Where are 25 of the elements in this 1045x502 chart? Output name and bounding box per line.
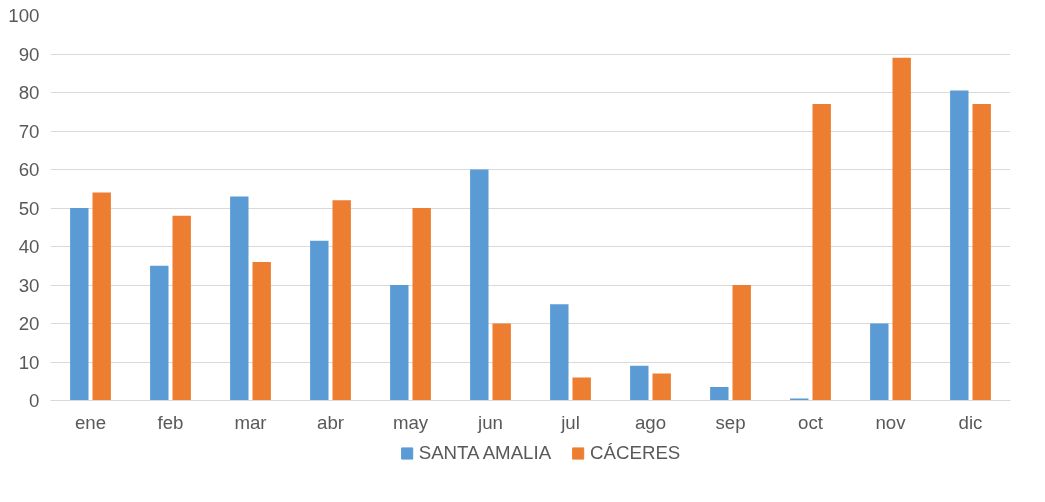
x-tick-label: ene <box>74 411 107 433</box>
x-tick-label: may <box>392 411 429 433</box>
y-tick-label: 0 <box>29 390 40 411</box>
y-tick-label: 90 <box>18 43 40 65</box>
y-tick-label: 60 <box>18 159 40 180</box>
x-tick-label: oct <box>798 411 824 433</box>
x-tick-label: sep <box>715 411 746 433</box>
y-tick-label: 10 <box>18 351 40 373</box>
x-tick-label: feb <box>157 411 184 433</box>
y-tick-label: 100 <box>8 5 40 26</box>
y-tick-label: 40 <box>18 236 40 257</box>
legend-label: CÁCERES <box>590 442 681 464</box>
x-tick-label: ago <box>634 411 667 433</box>
x-tick-label: abr <box>317 411 344 433</box>
x-tick-label: nov <box>875 411 907 433</box>
x-tick-label: jul <box>560 411 580 433</box>
y-tick-label: 80 <box>18 82 40 103</box>
y-tick-label: 50 <box>18 197 40 219</box>
y-tick-label: 20 <box>18 313 40 334</box>
x-tick-label: mar <box>234 411 267 433</box>
legend-label: SANTA AMALIA <box>418 442 552 464</box>
x-tick-label: jun <box>477 411 503 433</box>
y-tick-label: 30 <box>18 274 40 296</box>
x-tick-label: dic <box>958 411 983 433</box>
y-tick-label: 70 <box>18 120 40 142</box>
